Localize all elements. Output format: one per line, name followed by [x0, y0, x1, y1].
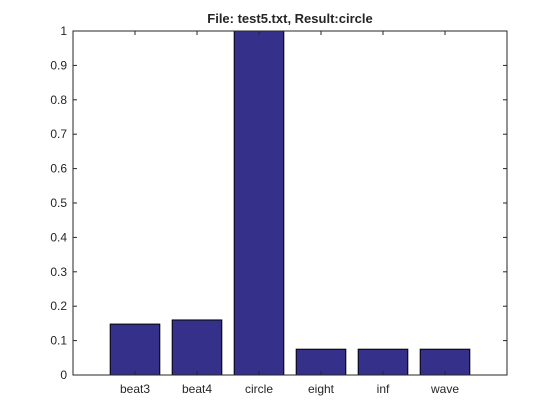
y-tick-label: 0.6	[50, 162, 67, 176]
bar-circle	[233, 30, 285, 376]
bar-beat3	[109, 323, 161, 376]
x-tick-label-inf: inf	[377, 382, 390, 396]
x-axis-ticks: beat3 beat4 circle eight inf wave	[120, 31, 459, 396]
plot-box	[72, 30, 508, 376]
y-tick-label: 0.4	[50, 230, 67, 244]
bar-eight	[295, 348, 347, 376]
y-tick-label: 0	[60, 368, 67, 382]
x-tick-label-eight: eight	[308, 382, 335, 396]
y-tick-label: 0.8	[50, 93, 67, 107]
y-tick-label: 0.1	[50, 334, 67, 348]
y-axis-ticks: 0 0.1 0.2 0.3 0.4 0.5 0.6 0.7 0.8 0.9 1	[50, 24, 507, 382]
y-tick-label: 0.7	[50, 127, 67, 141]
y-tick-label: 0.9	[50, 58, 67, 72]
y-tick-label: 1	[60, 24, 67, 38]
y-tick-label: 0.5	[50, 196, 67, 210]
y-tick-label: 0.2	[50, 299, 67, 313]
axes-layer	[72, 30, 508, 376]
bars-layer	[109, 30, 471, 376]
bar-inf	[357, 348, 409, 376]
x-tick-label-beat4: beat4	[182, 382, 212, 396]
bar-beat4	[171, 319, 223, 376]
chart-title: File: test5.txt, Result:circle	[207, 11, 372, 26]
x-tick-label-wave: wave	[430, 382, 459, 396]
y-tick-label: 0.3	[50, 265, 67, 279]
x-tick-label-beat3: beat3	[120, 382, 150, 396]
x-tick-label-circle: circle	[245, 382, 273, 396]
